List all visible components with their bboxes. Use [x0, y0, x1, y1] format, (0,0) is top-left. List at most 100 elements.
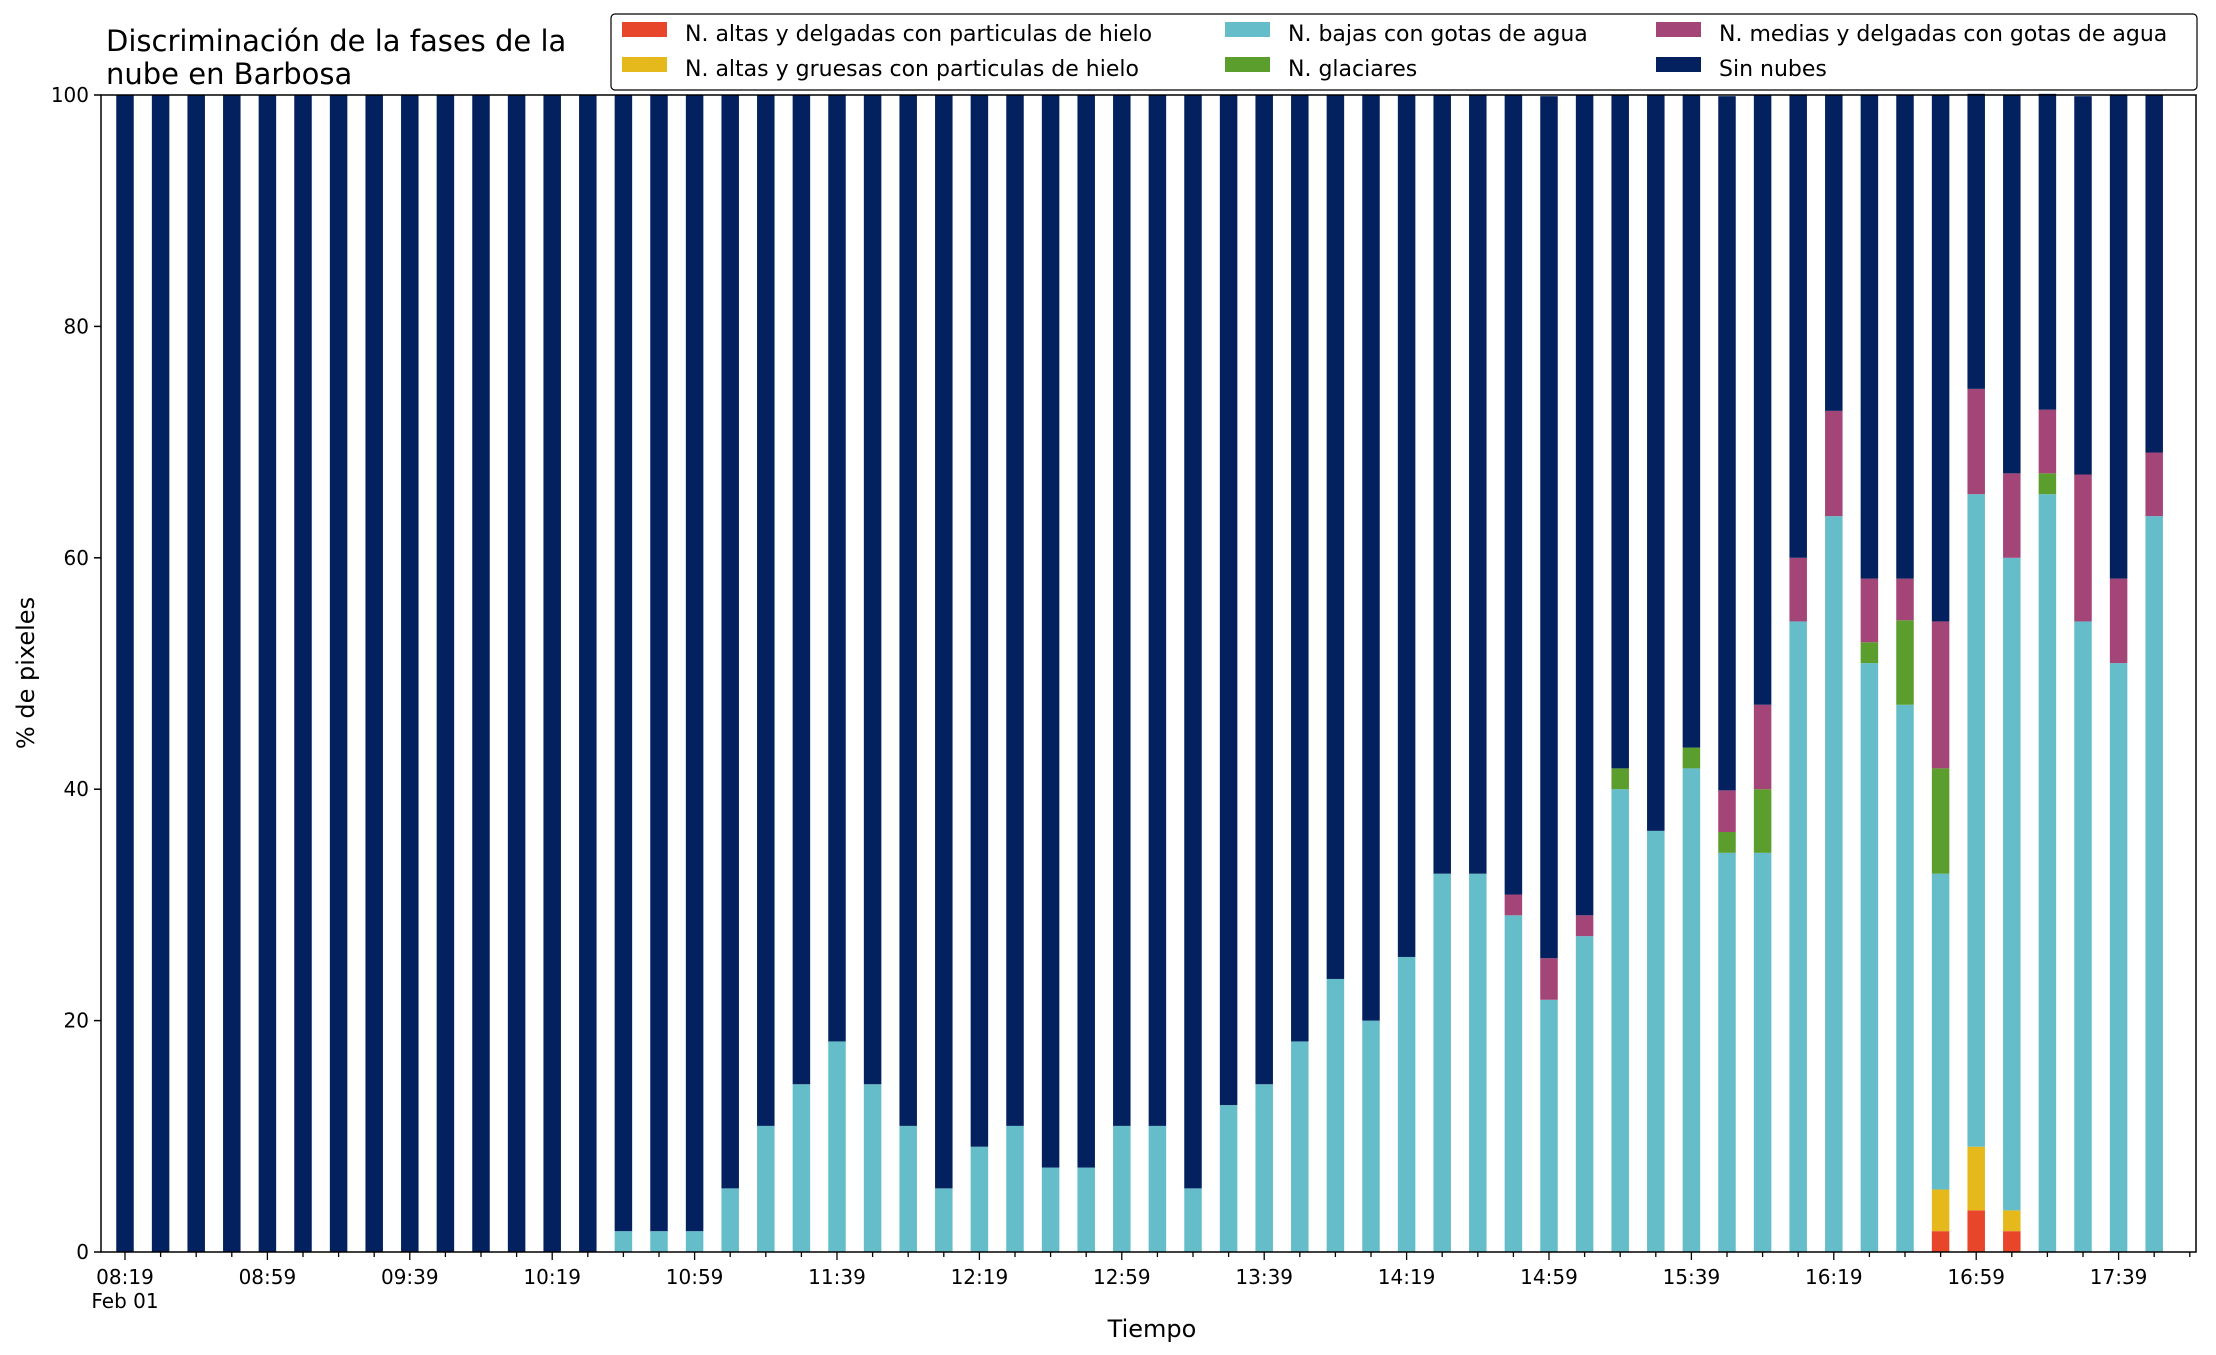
bar-segment-series-5	[258, 95, 277, 1252]
bar-segment-series-2	[1611, 789, 1629, 1252]
bar-segment-series-5	[721, 95, 739, 1189]
bar-segment-series-5	[579, 95, 597, 1252]
legend-swatch	[1656, 57, 1701, 72]
bar-segment-series-2	[1148, 1125, 1167, 1252]
x-tick-label: 14:59	[1520, 1265, 1578, 1289]
bar-segment-series-5	[1540, 96, 1558, 959]
bar-segment-series-5	[2145, 95, 2163, 453]
bar-segment-series-2	[1753, 852, 1772, 1252]
legend-label: N. altas y delgadas con particulas de hi…	[685, 22, 1152, 47]
bar-segment-series-5	[1113, 95, 1131, 1126]
bar-segment-series-5	[1077, 95, 1095, 1168]
bar-segment-series-5	[1148, 95, 1167, 1126]
bar-segment-series-2	[1077, 1167, 1095, 1252]
bar-segment-series-5	[863, 95, 882, 1085]
bar-segment-series-2	[1362, 1020, 1380, 1252]
bar-segment-series-2	[828, 1041, 846, 1252]
bar-segment-series-5	[650, 95, 668, 1232]
y-tick-label: 100	[51, 83, 89, 107]
chart-title-line-2: nube en Barbosa	[106, 57, 352, 91]
bar-segment-series-4	[1575, 915, 1594, 937]
legend-swatch	[622, 57, 667, 72]
bar-segment-series-4	[2074, 474, 2092, 622]
bar-segment-series-2	[1469, 873, 1487, 1252]
bar-segment-series-2	[721, 1188, 739, 1252]
bar-segment-series-3	[1896, 620, 1914, 705]
bar-segment-series-5	[507, 95, 526, 1252]
legend-swatch	[1225, 22, 1270, 37]
bar-segment-series-2	[650, 1231, 668, 1252]
bar-segment-series-5	[1967, 93, 1985, 389]
bar-segment-series-4	[2145, 452, 2163, 517]
bars-group	[116, 93, 2163, 1252]
x-axis: 08:19 08:59 09:39 10:19 10:59 11:39 12:19 12:59…	[91, 1252, 2191, 1313]
x-tick-label: 12:19	[951, 1265, 1009, 1289]
y-tick-label: 0	[76, 1240, 89, 1264]
x-tick-label: 11:39	[808, 1265, 866, 1289]
y-tick-label: 60	[64, 546, 89, 570]
x-tick-label: 16:19	[1805, 1265, 1863, 1289]
bar-segment-series-5	[1504, 95, 1523, 895]
x-tick-label: 09:39	[381, 1265, 439, 1289]
bar-segment-series-2	[2074, 621, 2092, 1252]
bar-segment-series-2	[1931, 873, 1950, 1190]
bar-segment-series-2	[1219, 1105, 1238, 1252]
y-tick-label: 40	[64, 777, 89, 801]
bar-segment-series-5	[472, 95, 490, 1252]
bar-segment-series-4	[1896, 578, 1914, 621]
y-tick-label: 80	[64, 314, 89, 338]
bar-segment-series-2	[1326, 978, 1345, 1252]
bar-segment-series-2	[1255, 1084, 1273, 1252]
bar-segment-series-3	[1718, 832, 1736, 853]
bar-segment-series-0	[2003, 1231, 2021, 1252]
x-tick-label: 08:59	[239, 1265, 297, 1289]
bar-segment-series-5	[543, 95, 561, 1252]
bar-segment-series-2	[1397, 956, 1416, 1252]
bar-segment-series-2	[899, 1125, 917, 1252]
legend-label: N. medias y delgadas con gotas de agua	[1719, 22, 2167, 47]
bar-segment-series-2	[935, 1188, 953, 1252]
bar-segment-series-4	[1718, 790, 1736, 833]
legend-swatch	[1225, 57, 1270, 72]
bar-segment-series-5	[2109, 95, 2128, 579]
x-tick-label: 13:39	[1235, 1265, 1293, 1289]
bar-segment-series-2	[1291, 1041, 1309, 1252]
legend-label: N. altas y gruesas con particulas de hie…	[685, 57, 1139, 82]
bar-segment-series-2	[1896, 704, 1914, 1252]
bar-segment-series-5	[2003, 95, 2021, 474]
bar-segment-series-2	[2003, 557, 2021, 1211]
bar-segment-series-4	[1540, 958, 1558, 1000]
bar-segment-series-2	[1718, 852, 1736, 1252]
bar-segment-series-2	[1647, 830, 1665, 1252]
bar-segment-series-3	[1860, 642, 1879, 664]
y-tick-label: 20	[64, 1009, 89, 1033]
bar-segment-series-2	[1006, 1125, 1024, 1252]
legend-label: Sin nubes	[1719, 57, 1827, 82]
bar-segment-series-4	[2003, 473, 2021, 558]
bar-segment-series-2	[1967, 494, 1985, 1147]
bar-segment-series-4	[1789, 557, 1807, 622]
bar-segment-series-2	[614, 1231, 633, 1252]
bar-segment-series-3	[1682, 747, 1701, 769]
y-axis-label: % de pixeles	[12, 597, 40, 749]
bar-segment-series-5	[935, 95, 953, 1189]
bar-segment-series-5	[685, 95, 704, 1232]
bar-segment-series-4	[1504, 894, 1523, 916]
legend-label: N. bajas con gotas de agua	[1288, 22, 1588, 47]
bar-segment-series-4	[1860, 578, 1879, 643]
bar-segment-series-2	[1575, 936, 1594, 1252]
bar-segment-series-5	[151, 95, 170, 1252]
bar-segment-series-4	[1967, 388, 1985, 495]
x-tick-label: 12:59	[1093, 1265, 1151, 1289]
plot-frame	[100, 94, 2197, 1253]
x-date-label: Feb 01	[91, 1289, 158, 1313]
bar-segment-series-5	[1575, 95, 1594, 916]
bar-segment-series-3	[2038, 473, 2057, 495]
bar-segment-series-5	[365, 95, 383, 1252]
bar-segment-series-5	[828, 95, 846, 1042]
bar-segment-series-2	[1789, 621, 1807, 1252]
bar-segment-series-2	[1113, 1125, 1131, 1252]
bar-segment-series-5	[970, 95, 989, 1147]
bar-segment-series-5	[187, 95, 205, 1252]
bar-segment-series-5	[1255, 95, 1273, 1085]
